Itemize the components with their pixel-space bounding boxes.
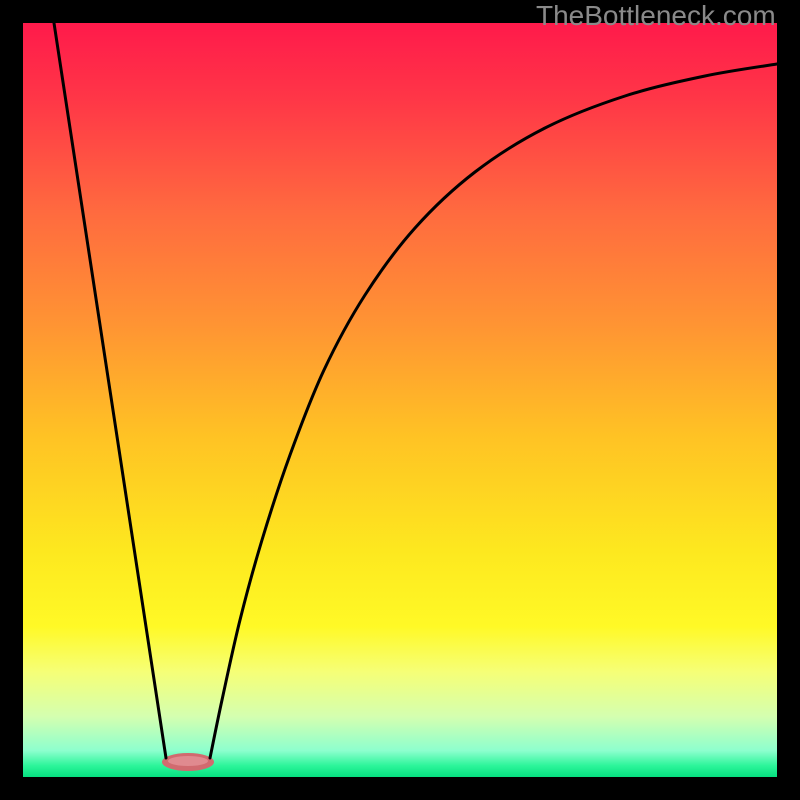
curve-left-segment [54,23,166,758]
bottleneck-marker-highlight [168,756,208,766]
chart-svg [23,23,777,777]
chart-container: { "chart": { "type": "line", "canvas": {… [0,0,800,800]
watermark-text: TheBottleneck.com [536,0,776,32]
curve-right-segment [210,64,777,758]
chart-plot-area [23,23,777,777]
